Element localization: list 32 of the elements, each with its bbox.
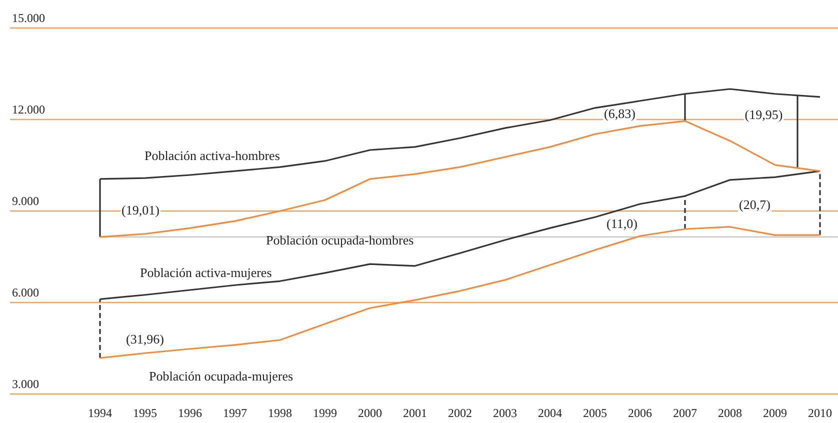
- series-label: Población activa-mujeres: [140, 264, 272, 280]
- x-tick-label: 1999: [313, 406, 337, 420]
- series-label: Población ocupada-hombres: [266, 232, 414, 248]
- x-tick-label: 2003: [493, 406, 517, 420]
- x-tick-label: 2005: [583, 406, 607, 420]
- x-tick-label: 2008: [718, 406, 742, 420]
- y-tick-label: 12.000: [12, 102, 45, 117]
- x-tick-label: 1996: [178, 406, 202, 420]
- annotation: (31,96): [126, 331, 164, 346]
- y-tick-label: 3.000: [12, 377, 39, 392]
- x-tick-label: 1998: [268, 406, 292, 420]
- annotation: (6,83): [604, 106, 636, 122]
- annotation: (19,95): [744, 106, 783, 122]
- x-tick-label: 2004: [538, 406, 562, 420]
- x-tick-label: 2000: [358, 406, 382, 420]
- x-tick-label: 2002: [448, 406, 472, 420]
- x-tick-label: 2006: [628, 406, 652, 420]
- x-tick-label: 1994: [88, 406, 112, 420]
- series-label: Población ocupada-mujeres: [149, 368, 294, 384]
- x-tick-label: 2001: [403, 406, 427, 420]
- series-label: Población activa-hombres: [144, 148, 280, 163]
- x-tick-label: 2009: [763, 406, 787, 420]
- x-tick-label: 1995: [133, 406, 157, 420]
- y-tick-label: 9.000: [12, 194, 39, 208]
- x-tick-label: 2007: [673, 406, 697, 420]
- y-tick-label: 6.000: [12, 286, 39, 300]
- annotation: (20,7): [739, 196, 770, 212]
- annotation: (19,01): [122, 202, 160, 218]
- y-tick-label: 15.000: [12, 11, 45, 26]
- x-tick-label: 1997: [223, 406, 247, 420]
- x-tick-label: 2010: [808, 406, 832, 420]
- annotation: (11,0): [606, 216, 638, 231]
